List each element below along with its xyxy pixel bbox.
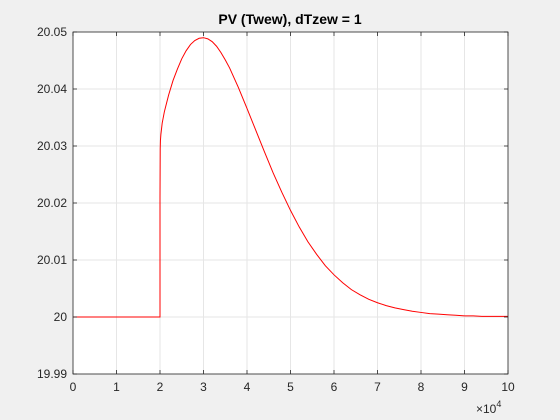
y-tick-label: 20.03 xyxy=(37,139,67,153)
y-tick-label: 20.05 xyxy=(37,25,67,39)
x-exponent-power: 4 xyxy=(496,399,501,409)
y-tick-label: 19.99 xyxy=(37,367,67,381)
x-tick-label: 5 xyxy=(287,380,294,394)
x-tick-label: 6 xyxy=(331,380,338,394)
x-exponent-base: ×10 xyxy=(476,402,497,416)
x-tick-label: 1 xyxy=(113,380,120,394)
x-exponent-label: ×104 xyxy=(476,399,501,416)
x-tick-label: 4 xyxy=(244,380,251,394)
y-tick-label: 20.04 xyxy=(37,82,67,96)
chart-title: PV (Twew), dTzew = 1 xyxy=(218,11,361,27)
x-tick-label: 9 xyxy=(461,380,468,394)
x-tick-label: 10 xyxy=(501,380,515,394)
x-tick-label: 3 xyxy=(200,380,207,394)
x-tick-label: 2 xyxy=(157,380,164,394)
x-tick-label: 0 xyxy=(70,380,77,394)
x-tick-label: 8 xyxy=(418,380,425,394)
y-tick-label: 20.02 xyxy=(37,196,67,210)
y-tick-label: 20.01 xyxy=(37,253,67,267)
x-tick-label: 7 xyxy=(374,380,381,394)
y-tick-label: 20 xyxy=(54,310,68,324)
